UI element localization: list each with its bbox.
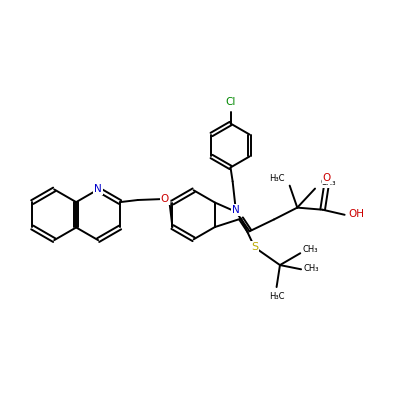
- Text: N: N: [94, 184, 102, 194]
- Text: O: O: [161, 194, 169, 204]
- Text: H₃C: H₃C: [269, 292, 284, 301]
- Text: S: S: [251, 242, 258, 252]
- Text: OH: OH: [348, 209, 364, 219]
- Text: CH₃: CH₃: [303, 244, 318, 254]
- Text: H₃C: H₃C: [269, 174, 285, 182]
- Text: N: N: [232, 205, 240, 215]
- Text: Cl: Cl: [225, 97, 236, 107]
- Text: CH₃: CH₃: [304, 264, 320, 273]
- Text: CH₃: CH₃: [321, 178, 336, 187]
- Text: O: O: [323, 174, 331, 184]
